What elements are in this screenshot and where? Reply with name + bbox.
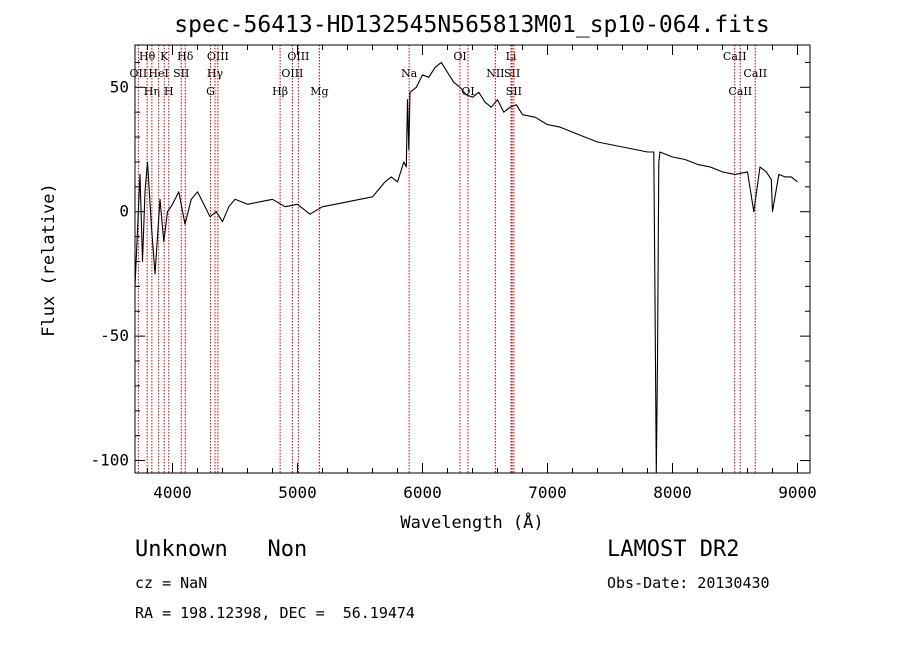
spectral-line-label: Li bbox=[506, 50, 517, 63]
x-tick-label: 7000 bbox=[528, 483, 567, 502]
x-tick-label: 4000 bbox=[153, 483, 192, 502]
spectral-line-label: SII bbox=[504, 67, 520, 80]
x-tick-label: 8000 bbox=[653, 483, 692, 502]
spectral-line-label: OI bbox=[453, 50, 466, 63]
spectral-line-label: Hδ bbox=[177, 50, 194, 63]
chart-title: spec-56413-HD132545N565813M01_sp10-064.f… bbox=[174, 12, 769, 38]
spectral-line-label: Mg bbox=[310, 85, 328, 98]
spectral-line-label: HeI bbox=[148, 67, 168, 80]
spectral-line-label: Hγ bbox=[207, 67, 224, 80]
spectral-line-label: OIII bbox=[287, 50, 309, 63]
plot-frame bbox=[134, 44, 811, 474]
spectral-line-label: Hη bbox=[144, 85, 160, 98]
series-layer bbox=[134, 61, 798, 474]
x-tick-label: 9000 bbox=[778, 483, 817, 502]
spectral-line-label: OI bbox=[461, 85, 474, 98]
observation-date-label: Obs-Date: 20130430 bbox=[607, 574, 770, 592]
axes-layer: 4000 5000 6000 7000 8000 9000 -100 -50 0 50 bbox=[90, 44, 817, 502]
spectral-line-label: NII bbox=[486, 67, 504, 80]
y-axis-label: Flux (relative) bbox=[39, 183, 59, 337]
y-tick-label: -100 bbox=[90, 451, 129, 470]
spectral-line-label: OII bbox=[130, 67, 148, 80]
spectral-line-label: SII bbox=[506, 85, 522, 98]
x-tick-label: 5000 bbox=[278, 483, 317, 502]
spectral-line-label: CaII bbox=[728, 85, 752, 98]
spectral-line-label: OIII bbox=[207, 50, 229, 63]
spectral-line-label: CaII bbox=[723, 50, 747, 63]
spectral-line-label: K bbox=[160, 50, 169, 63]
spectral-line-label: Na bbox=[401, 67, 418, 80]
spectrum-line bbox=[134, 61, 798, 474]
spectral-line-label: Hθ bbox=[139, 50, 156, 63]
redshift-label: cz = NaN bbox=[135, 574, 208, 592]
y-tick-label: -50 bbox=[100, 326, 129, 345]
line-marker-layer: Hθ OII Hη HeI K H SII Hδ Hγ OIII G Hβ OIII OIII Mg Na OI… bbox=[130, 45, 767, 473]
spectral-line-label: G bbox=[206, 85, 215, 98]
object-class-label: Unknown Non bbox=[135, 537, 308, 562]
y-tick-label: 50 bbox=[110, 77, 129, 96]
spectral-line-label: CaII bbox=[743, 67, 767, 80]
x-axis-label: Wavelength (Å) bbox=[400, 511, 543, 533]
spectral-line-label: OIII bbox=[281, 67, 303, 80]
survey-label: LAMOST DR2 bbox=[607, 537, 740, 562]
y-tick-label: 0 bbox=[119, 202, 129, 221]
spectral-line-label: SII bbox=[173, 67, 189, 80]
spectral-line-label: Hβ bbox=[272, 85, 288, 98]
spectral-line-label: H bbox=[164, 85, 174, 98]
coordinates-label: RA = 198.12398, DEC = 56.19474 bbox=[135, 604, 415, 622]
x-tick-label: 6000 bbox=[403, 483, 442, 502]
